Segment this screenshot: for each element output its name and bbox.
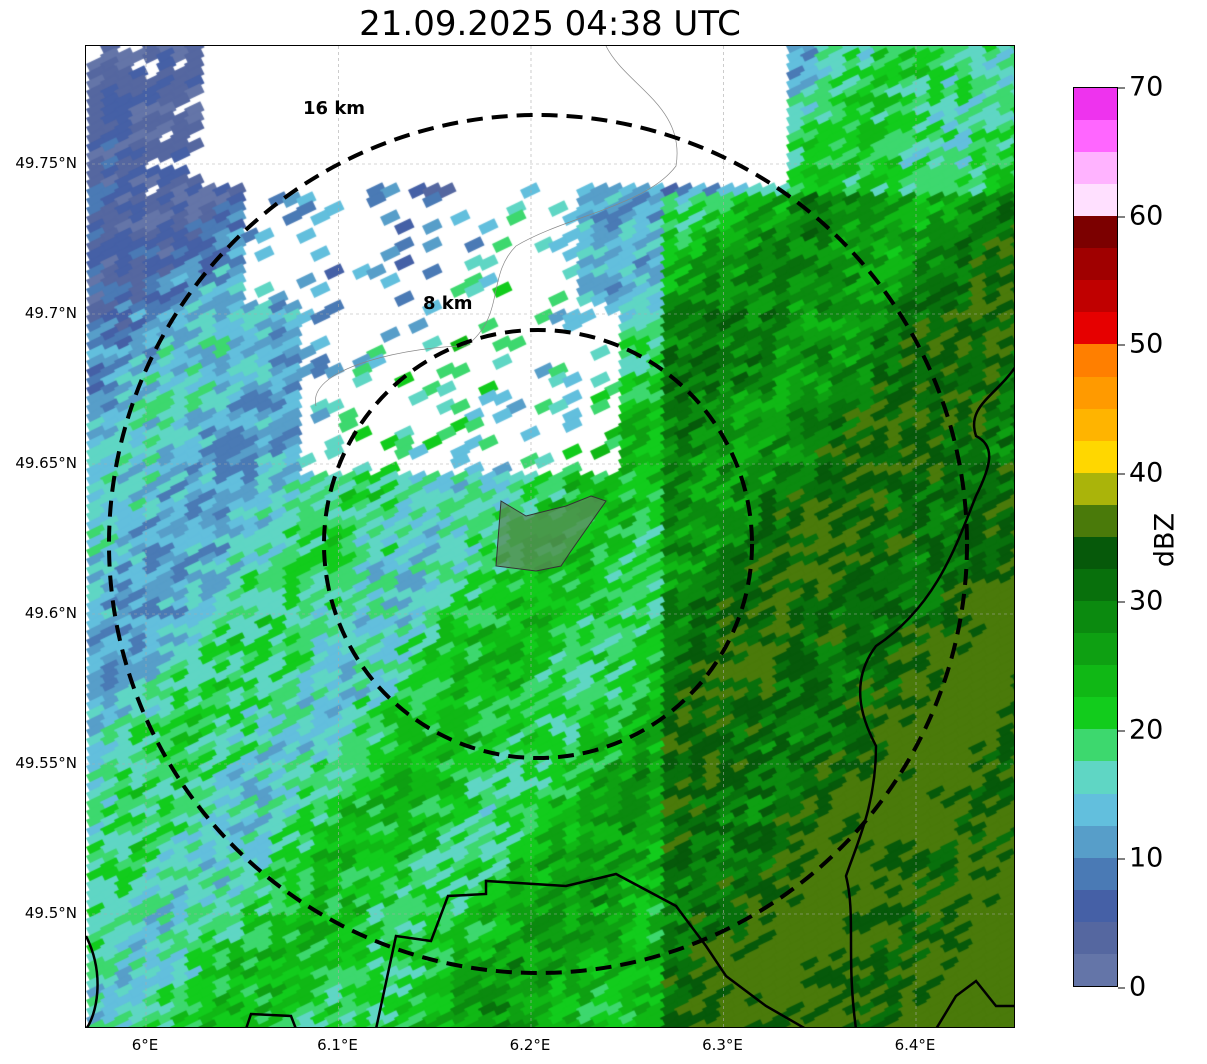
colorbar-bin: [1074, 184, 1117, 217]
colorbar-label: dBZ: [1149, 512, 1181, 568]
lat-tick-label: 49.55°N: [15, 754, 77, 772]
colorbar-tick-label: 40: [1118, 457, 1163, 488]
lon-tick-label: 6.4°E: [894, 1036, 936, 1054]
lat-tick-label: 49.75°N: [15, 154, 77, 172]
lon-tick-label: 6.3°E: [702, 1036, 743, 1054]
range-ring-label-8km: 8 km: [423, 293, 473, 314]
colorbar: [1073, 87, 1118, 987]
colorbar-bin: [1074, 921, 1117, 954]
colorbar-bin: [1074, 376, 1117, 409]
colorbar-bin: [1074, 87, 1117, 120]
lat-tick-label: 49.7°N: [24, 304, 77, 322]
colorbar-bin: [1074, 665, 1117, 698]
lat-tick-label: 49.65°N: [15, 454, 77, 472]
lon-tick-label: 6.1°E: [317, 1036, 358, 1054]
colorbar-tick-label: 30: [1118, 586, 1163, 617]
colorbar-bin: [1074, 472, 1117, 505]
colorbar-bin: [1074, 119, 1117, 152]
colorbar-bin: [1074, 151, 1117, 185]
colorbar-bin: [1074, 793, 1117, 826]
colorbar-tick-label: 20: [1118, 714, 1163, 745]
colorbar-bin: [1074, 633, 1117, 666]
chart-title: 21.09.2025 04:38 UTC: [359, 4, 741, 44]
colorbar-bin: [1074, 312, 1117, 345]
colorbar-bin: [1074, 761, 1117, 794]
colorbar-bin: [1074, 857, 1117, 890]
range-ring-label-16km: 16 km: [303, 98, 366, 119]
colorbar-bin: [1074, 825, 1117, 858]
admin-boundary: [315, 46, 678, 407]
lon-tick-label: 6°E: [131, 1036, 159, 1054]
colorbar-bin: [1074, 889, 1117, 922]
colorbar-bin: [1074, 729, 1117, 762]
lat-tick-label: 49.6°N: [24, 604, 77, 622]
colorbar-bin: [1074, 953, 1117, 986]
colorbar-bin: [1074, 216, 1117, 249]
lake-area: [495, 495, 607, 572]
map-overlay: [86, 46, 1014, 1027]
colorbar-tick-label: 50: [1118, 329, 1163, 360]
colorbar-bin: [1074, 280, 1117, 313]
country-border-south: [86, 872, 1014, 1027]
colorbar-bin: [1074, 408, 1117, 441]
range-ring-8km: [322, 328, 754, 760]
lat-tick-label: 49.5°N: [24, 904, 77, 922]
colorbar-bin: [1074, 536, 1117, 569]
range-ring-16km: [107, 113, 969, 975]
lon-tick-label: 6.2°E: [509, 1036, 551, 1054]
colorbar-tick-label: 10: [1118, 843, 1163, 874]
colorbar-bin: [1074, 568, 1117, 602]
colorbar-bin: [1074, 440, 1117, 473]
colorbar-bin: [1074, 248, 1117, 281]
radar-map[interactable]: [85, 45, 1015, 1028]
colorbar-tick-label: 60: [1118, 200, 1163, 231]
colorbar-tick-label: 70: [1118, 72, 1163, 103]
colorbar-bin: [1074, 697, 1117, 730]
colorbar-tick-label: 0: [1118, 972, 1146, 1003]
colorbar-bin: [1074, 601, 1117, 634]
country-border-east: [844, 366, 1014, 1027]
colorbar-bin: [1074, 504, 1117, 537]
colorbar-bin: [1074, 344, 1117, 377]
